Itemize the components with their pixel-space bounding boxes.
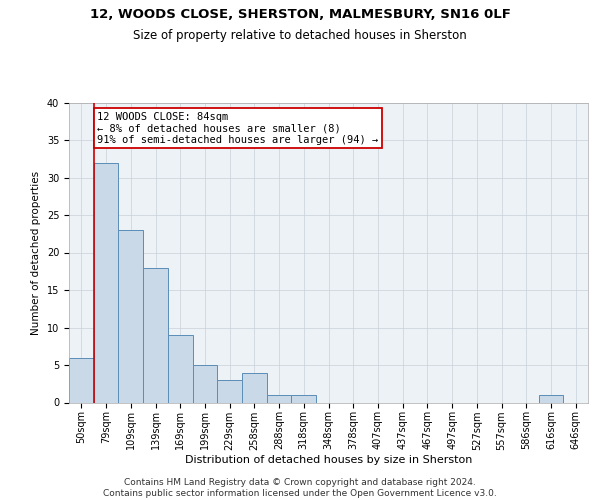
Bar	[168, 335, 193, 402]
Text: 12 WOODS CLOSE: 84sqm
← 8% of detached houses are smaller (8)
91% of semi-detach: 12 WOODS CLOSE: 84sqm ← 8% of detached h…	[97, 112, 379, 144]
Y-axis label: Number of detached properties: Number of detached properties	[31, 170, 41, 334]
Bar	[69, 358, 94, 403]
Text: Size of property relative to detached houses in Sherston: Size of property relative to detached ho…	[133, 29, 467, 42]
Bar	[292, 395, 316, 402]
Bar	[242, 372, 267, 402]
Bar	[94, 162, 118, 402]
Bar	[267, 395, 292, 402]
Text: Contains HM Land Registry data © Crown copyright and database right 2024.
Contai: Contains HM Land Registry data © Crown c…	[103, 478, 497, 498]
Bar	[193, 365, 217, 403]
Text: 12, WOODS CLOSE, SHERSTON, MALMESBURY, SN16 0LF: 12, WOODS CLOSE, SHERSTON, MALMESBURY, S…	[89, 8, 511, 20]
X-axis label: Distribution of detached houses by size in Sherston: Distribution of detached houses by size …	[185, 455, 472, 465]
Bar	[539, 395, 563, 402]
Bar	[217, 380, 242, 402]
Bar	[143, 268, 168, 402]
Bar	[118, 230, 143, 402]
